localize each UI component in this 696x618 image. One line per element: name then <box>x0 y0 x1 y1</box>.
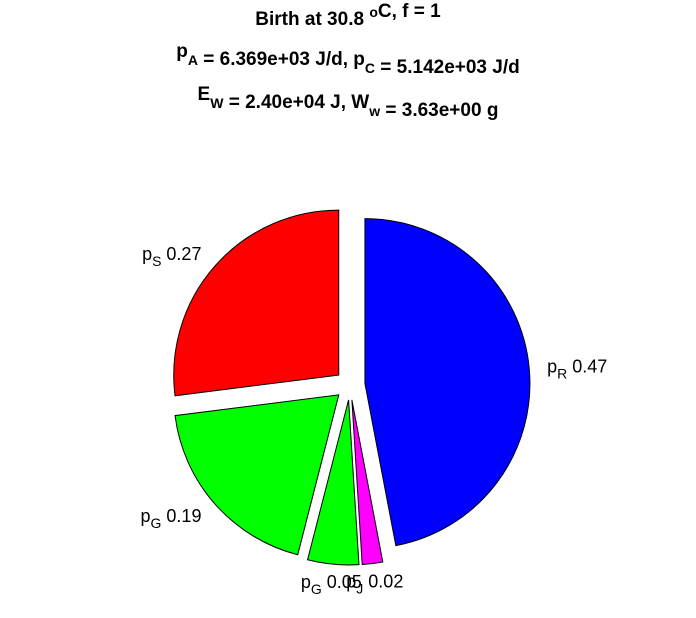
title-text: Birth at 30.8 <box>255 9 369 30</box>
label-value: 0.19 <box>166 506 201 526</box>
subscript: C <box>365 60 375 76</box>
label-name: p <box>346 571 356 591</box>
subscript: A <box>188 52 198 68</box>
label-subscript: S <box>152 253 161 269</box>
title-text: = 3.63e+00 g <box>380 100 498 121</box>
label-value: 0.02 <box>368 571 403 591</box>
title-text: E <box>198 84 211 105</box>
superscript: o <box>369 4 378 20</box>
chart-title: pA = 6.369e+03 J/d, pC = 5.142e+03 J/d <box>176 41 519 78</box>
title-text: p <box>176 41 188 62</box>
chart-title: Birth at 30.8 oC, f = 1 <box>255 1 441 30</box>
chart-title: EW = 2.40e+04 J, Ww = 3.63e+00 g <box>198 84 499 121</box>
slice-label: pG 0.05 <box>301 572 362 597</box>
pie-slice <box>174 394 340 556</box>
pie-slice <box>306 399 360 566</box>
label-subscript: G <box>311 581 322 597</box>
label-subscript: G <box>151 515 162 531</box>
label-value: 0.47 <box>572 356 607 376</box>
slice-label: pJ 0.02 <box>346 571 403 596</box>
label-name: p <box>301 572 311 592</box>
pie-slice <box>364 218 531 547</box>
label-value: 0.05 <box>327 572 362 592</box>
pie-slice <box>173 209 340 397</box>
pie-slice <box>351 399 384 566</box>
label-subscript: R <box>557 365 567 381</box>
label-value: 0.27 <box>166 244 201 264</box>
title-text: = 6.369e+03 J/d, p <box>198 49 365 70</box>
slice-label: pS 0.27 <box>142 244 201 269</box>
label-name: p <box>547 356 557 376</box>
slice-label: pR 0.47 <box>547 356 607 381</box>
subscript: W <box>210 95 224 111</box>
slice-label: pG 0.19 <box>141 506 202 531</box>
title-text: = 2.40e+04 J, W <box>223 92 369 113</box>
label-name: p <box>141 506 151 526</box>
title-text: = 5.142e+03 J/d <box>375 57 520 78</box>
subscript: w <box>368 103 380 119</box>
label-name: p <box>142 244 152 264</box>
label-subscript: J <box>356 580 363 596</box>
title-text: C, f = 1 <box>378 1 441 22</box>
